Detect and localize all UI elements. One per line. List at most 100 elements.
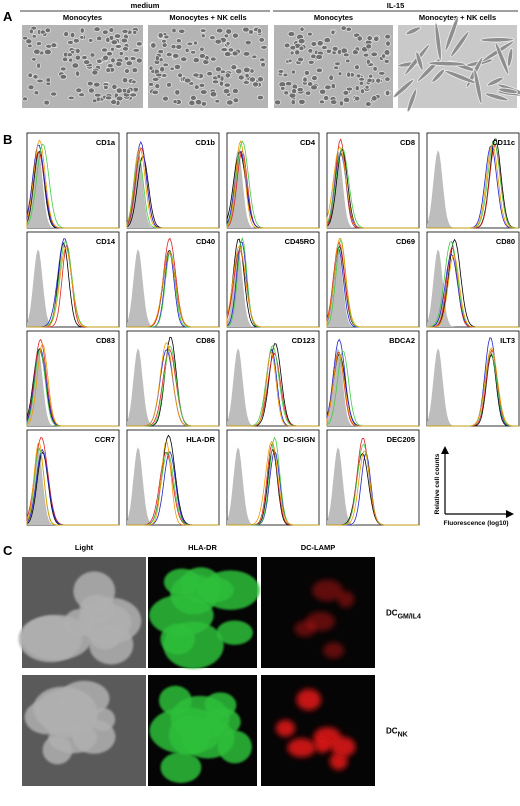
group-title: IL-15 <box>387 1 405 10</box>
cell <box>242 66 251 74</box>
cell <box>232 97 240 104</box>
cell <box>224 72 231 79</box>
cell <box>296 87 304 93</box>
cell <box>354 64 360 71</box>
histogram <box>26 429 120 526</box>
cell <box>345 58 351 64</box>
marker-label: CD45RO <box>285 237 316 246</box>
isotype-histogram <box>327 348 419 426</box>
cell <box>79 27 85 34</box>
stain-histogram <box>26 440 119 526</box>
cell <box>104 95 113 101</box>
cell <box>222 88 231 95</box>
cell <box>242 26 250 33</box>
stain-histogram <box>27 247 119 328</box>
stain-histogram <box>126 148 219 229</box>
marker-label: CD123 <box>292 336 315 345</box>
cell <box>232 87 239 94</box>
cell <box>132 48 141 53</box>
stain-histogram <box>127 341 219 427</box>
x-axis-label: Fluorescence (log10) <box>443 520 508 527</box>
cell <box>78 92 85 98</box>
cell <box>244 39 252 46</box>
cell <box>315 54 323 60</box>
cell <box>36 78 44 84</box>
cell <box>106 63 114 69</box>
isotype-histogram <box>127 348 219 426</box>
cell <box>214 99 221 104</box>
cell <box>115 87 123 94</box>
cell <box>285 81 293 87</box>
cell <box>86 80 94 87</box>
cell <box>171 27 177 34</box>
cell <box>135 57 143 64</box>
cell <box>406 88 417 113</box>
cell <box>103 85 109 90</box>
cell <box>193 40 198 46</box>
cell <box>175 43 183 50</box>
fluorescence-image <box>18 557 146 668</box>
cell <box>366 77 373 83</box>
cell <box>106 51 113 57</box>
cell <box>59 74 68 80</box>
cell <box>307 59 315 65</box>
cell <box>91 69 99 76</box>
cell <box>337 71 343 77</box>
column-title: Light <box>75 543 94 552</box>
cell-blob <box>275 719 296 737</box>
cell <box>303 70 310 76</box>
cell <box>487 76 504 87</box>
histogram <box>126 132 220 229</box>
cell <box>384 89 391 97</box>
cell <box>365 58 371 65</box>
marker-label: CD4 <box>300 138 316 147</box>
cell <box>71 62 80 69</box>
cell <box>132 29 138 35</box>
cell <box>96 58 103 64</box>
cell <box>66 52 73 58</box>
cell <box>124 68 130 74</box>
histogram <box>26 132 120 229</box>
cell <box>302 76 308 83</box>
cell <box>242 51 251 57</box>
cell <box>110 57 116 64</box>
cell <box>50 91 58 97</box>
cell <box>50 42 58 48</box>
cell-blob <box>323 642 345 659</box>
cell <box>115 60 123 67</box>
cell <box>110 46 115 52</box>
cell-blob <box>314 737 331 753</box>
cell <box>324 84 332 90</box>
cell <box>28 28 34 35</box>
cell <box>338 100 344 107</box>
cell-blob <box>160 623 195 655</box>
cell <box>166 82 172 88</box>
cell <box>33 90 40 96</box>
cell <box>259 57 266 62</box>
cell <box>198 53 206 59</box>
cell <box>218 80 225 87</box>
cell <box>364 84 370 90</box>
cell <box>223 33 229 39</box>
cell <box>101 47 108 53</box>
cell <box>193 84 200 90</box>
cell-blob <box>197 577 234 603</box>
cell <box>372 66 378 72</box>
cell <box>27 84 35 91</box>
cell <box>383 59 390 64</box>
cell <box>67 95 75 101</box>
marker-label: CCR7 <box>95 435 115 444</box>
stain-histogram <box>327 450 419 526</box>
cell <box>27 72 33 78</box>
cell <box>169 66 175 71</box>
cell <box>192 72 200 78</box>
row-label: DCNK <box>386 727 408 739</box>
cell <box>223 82 231 88</box>
cell <box>173 63 181 70</box>
cell <box>44 48 52 56</box>
stain-histogram <box>127 252 219 328</box>
cell <box>81 55 88 60</box>
cell <box>121 28 129 34</box>
panel-label: A <box>3 9 13 24</box>
histogram <box>226 132 320 229</box>
